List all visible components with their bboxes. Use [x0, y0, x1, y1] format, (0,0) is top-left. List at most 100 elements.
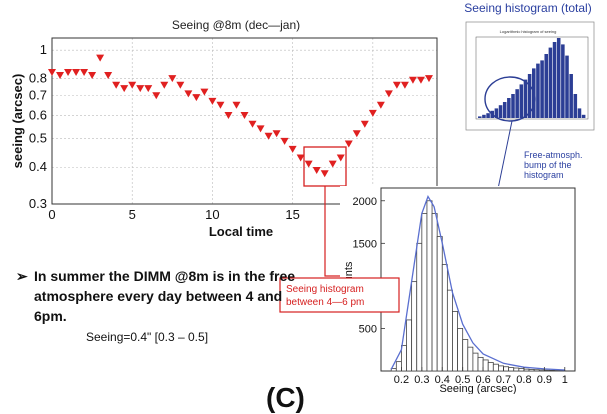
chart1-point — [136, 85, 144, 92]
chart3-bar — [503, 102, 507, 118]
bump-note-line-1: Free-atmosph. — [524, 150, 583, 160]
chart1-point — [305, 161, 313, 168]
chart3-bar — [569, 74, 573, 118]
chart1-point — [80, 69, 88, 76]
chart1-x-ticks: 05101520 — [48, 207, 380, 222]
chart2-bar — [544, 370, 549, 371]
chart1-point — [321, 170, 329, 177]
chart2-x-tick: 0.2 — [394, 374, 409, 386]
chart1-point — [192, 94, 200, 101]
chart1-point — [208, 98, 216, 105]
chart1-point — [112, 82, 120, 89]
chart2-bar — [432, 214, 437, 371]
bullet-arrow-icon: ➢ — [16, 266, 28, 286]
chart3-title: Seeing histogram (total) — [464, 1, 591, 15]
chart1-y-tick: 0.4 — [29, 159, 47, 174]
chart2-bar — [442, 265, 447, 371]
chart1-point — [425, 75, 433, 82]
chart1-point — [216, 102, 224, 109]
chart2-bar — [498, 366, 503, 371]
chart2-bar — [396, 362, 401, 371]
chart2-y-tick: 2000 — [353, 196, 377, 208]
chart2-bar — [514, 368, 519, 371]
chart2-bar — [407, 320, 412, 371]
chart3-bar — [561, 44, 565, 118]
chart1-point — [377, 102, 385, 109]
panel-label: (C) — [266, 382, 305, 414]
bump-note-line-3: histogram — [524, 170, 564, 180]
chart2-y-tick: 500 — [359, 323, 377, 335]
bump-note-line-2: bump of the — [524, 160, 572, 170]
chart2-bar — [493, 364, 498, 371]
chart1-point — [393, 82, 401, 89]
chart2-bar — [468, 347, 473, 371]
chart2-bar — [452, 311, 457, 371]
chart2-bar — [519, 368, 524, 371]
chart1-point — [56, 72, 64, 79]
chart2-bar — [412, 282, 417, 371]
chart2-bar — [483, 360, 488, 371]
chart2-bar — [509, 368, 514, 371]
chart1-y-label: seeing (arcsec) — [10, 74, 25, 169]
chart1-point — [337, 155, 345, 162]
chart1-point — [385, 90, 393, 97]
chart3-bar — [482, 115, 486, 118]
chart3-bar — [478, 116, 482, 118]
chart1-y-ticks: 0.30.40.50.60.70.81 — [29, 42, 47, 211]
chart1-point — [281, 138, 289, 145]
chart2-bar — [529, 369, 534, 371]
chart1-point — [120, 85, 128, 92]
chart1-point — [369, 110, 377, 117]
chart1-point — [289, 146, 297, 153]
chart2-bar — [473, 353, 478, 371]
chart1-point — [353, 130, 361, 137]
chart1-point — [257, 125, 265, 132]
chart1-point — [184, 90, 192, 97]
chart1-point — [96, 55, 104, 62]
chart2-bar — [422, 214, 427, 371]
chart3-bar — [578, 108, 582, 118]
summary-bullet: ➢ In summer the DIMM @8m is in the free … — [16, 266, 316, 326]
chart1-point — [144, 85, 152, 92]
chart3-bar — [536, 64, 540, 118]
chart1-point — [249, 121, 257, 128]
chart1-frame — [52, 38, 437, 204]
chart1-grid — [52, 38, 437, 204]
chart3-bar — [565, 56, 569, 118]
chart3-bar — [507, 98, 511, 118]
chart2-x-tick: 0.9 — [537, 374, 552, 386]
chart1-y-tick: 0.7 — [29, 88, 47, 103]
chart2-bar — [458, 328, 463, 371]
chart1-point — [273, 130, 281, 137]
chart1-y-tick: 0.6 — [29, 107, 47, 122]
chart3-bar — [524, 80, 528, 118]
seeing-range-note: Seeing=0.4" [0.3 – 0.5] — [86, 330, 208, 344]
chart1-x-label: Local time — [209, 224, 273, 239]
chart2-bar — [447, 290, 452, 371]
total-histogram-chart: Seeing histogram (total) Logarithmic his… — [464, 1, 594, 130]
selection-box — [304, 147, 346, 186]
chart2-bar — [488, 362, 493, 371]
chart2-bar — [437, 237, 442, 371]
chart3-bar — [540, 60, 544, 118]
chart2-x-tick: 1 — [562, 374, 568, 386]
chart2-bar — [549, 370, 554, 371]
chart2-bar — [504, 367, 509, 371]
chart1-point — [417, 77, 425, 84]
chart1-point — [409, 77, 417, 84]
chart3-bar — [499, 105, 503, 118]
chart1-point — [232, 102, 240, 109]
chart1-point — [72, 69, 80, 76]
chart2-bar — [463, 340, 468, 371]
chart1-y-tick: 1 — [40, 42, 47, 57]
chart1-y-tick: 0.5 — [29, 131, 47, 146]
chart1-x-tick: 5 — [129, 207, 136, 222]
chart1-point — [313, 167, 321, 174]
chart1-x-tick: 15 — [285, 207, 299, 222]
chart1-y-tick: 0.3 — [29, 196, 47, 211]
chart2-x-tick: 0.8 — [516, 374, 531, 386]
chart2-bar — [427, 201, 432, 371]
chart3-bar — [486, 113, 490, 118]
summary-text: In summer the DIMM @8m is in the free at… — [34, 266, 316, 326]
chart1-point — [329, 161, 337, 168]
